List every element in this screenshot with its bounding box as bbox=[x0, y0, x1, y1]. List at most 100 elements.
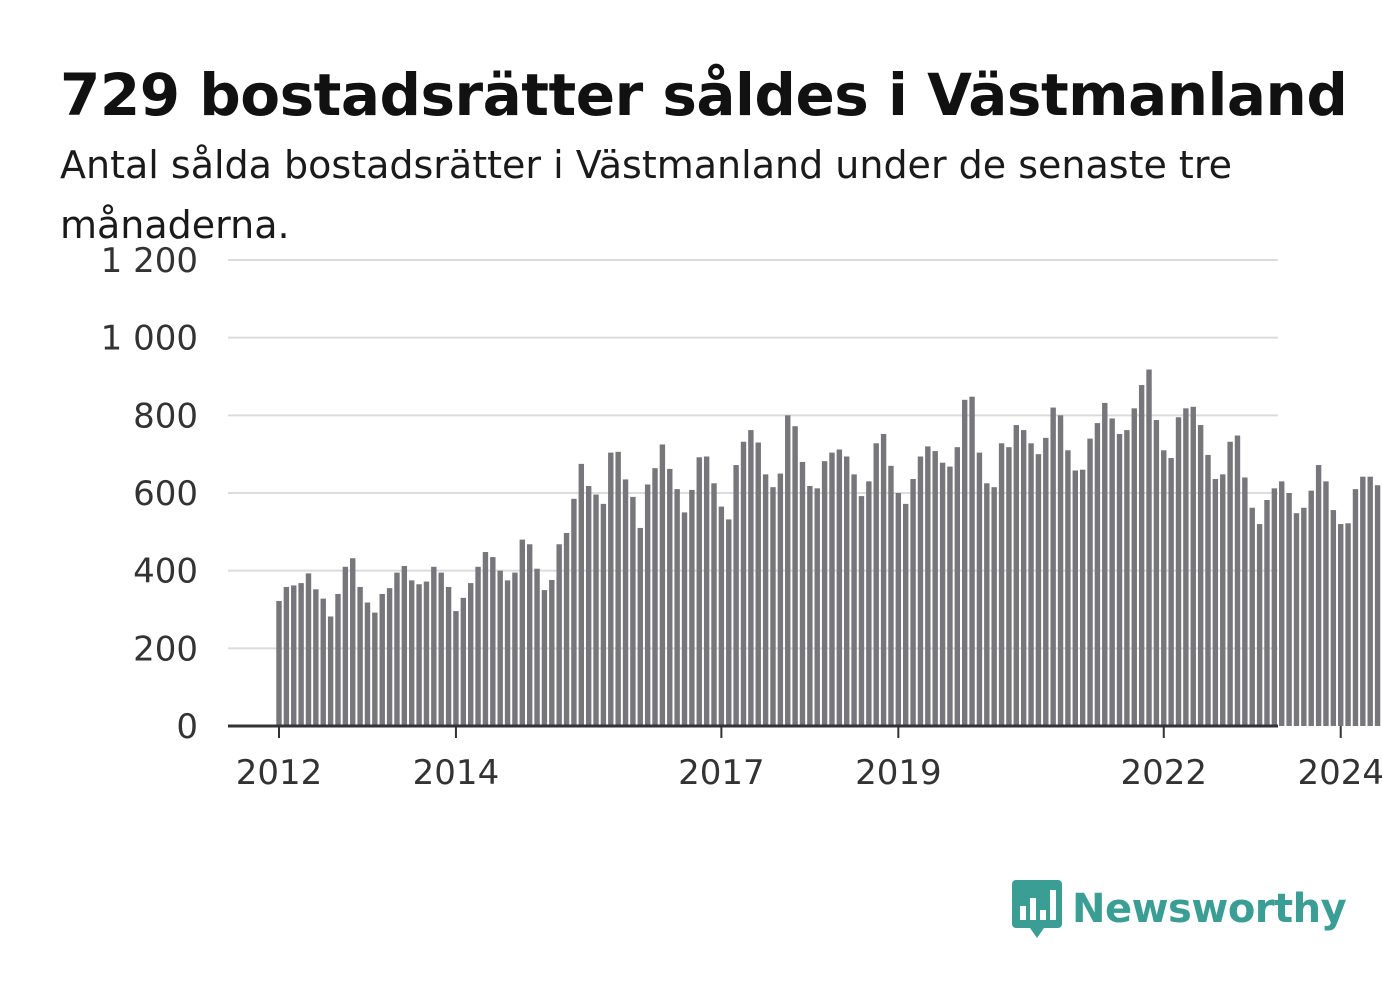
bar bbox=[1374, 485, 1381, 726]
bar bbox=[593, 494, 599, 726]
bar bbox=[335, 593, 341, 726]
bar bbox=[969, 396, 975, 726]
bar bbox=[467, 583, 474, 726]
y-tick-label: 800 bbox=[133, 396, 198, 436]
bar bbox=[453, 611, 459, 726]
bar bbox=[667, 468, 673, 726]
bar bbox=[1065, 450, 1071, 726]
bar bbox=[1315, 465, 1322, 726]
bar bbox=[1102, 402, 1108, 726]
tick-labels: 0 200 400 600 800 1 000 1 200 2012 2014 2017 2019 2… bbox=[101, 241, 1382, 793]
bar bbox=[1308, 490, 1314, 726]
bar bbox=[1330, 510, 1337, 726]
bar bbox=[1293, 513, 1300, 726]
bar bbox=[1256, 524, 1263, 726]
bar bbox=[1006, 447, 1012, 726]
x-tick-label: 2014 bbox=[413, 753, 500, 793]
bar bbox=[895, 493, 902, 726]
bar bbox=[733, 465, 739, 726]
newsworthy-logo: Newsworthy bbox=[1010, 878, 1347, 940]
bar bbox=[541, 590, 548, 726]
bar bbox=[1249, 507, 1255, 726]
bar bbox=[984, 483, 990, 726]
bar bbox=[401, 566, 408, 726]
bar bbox=[1360, 476, 1366, 726]
bar bbox=[342, 566, 349, 726]
bar bbox=[416, 584, 422, 726]
bar bbox=[1109, 418, 1115, 726]
bar bbox=[1079, 469, 1086, 726]
bars bbox=[276, 369, 1381, 726]
bar bbox=[1197, 425, 1204, 726]
y-tick-label: 600 bbox=[133, 474, 198, 514]
bar bbox=[1161, 450, 1167, 726]
bar bbox=[1168, 458, 1174, 726]
bar bbox=[799, 461, 806, 726]
bar bbox=[1286, 493, 1292, 726]
bar bbox=[497, 570, 503, 726]
bar bbox=[431, 566, 437, 726]
bar bbox=[703, 456, 710, 726]
bar bbox=[1035, 454, 1042, 726]
bar bbox=[925, 446, 931, 726]
bar bbox=[1124, 430, 1130, 726]
bar bbox=[858, 496, 865, 726]
bar bbox=[1146, 369, 1152, 726]
x-axis bbox=[228, 724, 1342, 738]
bar bbox=[490, 557, 496, 726]
bar bbox=[1057, 415, 1064, 726]
brand-name: Newsworthy bbox=[1072, 886, 1347, 932]
bar bbox=[1013, 425, 1019, 726]
bar bbox=[1153, 419, 1160, 726]
bar bbox=[991, 487, 997, 726]
chart-title: 729 bostadsrätter såldes i Västmanland bbox=[60, 61, 1348, 129]
bar bbox=[903, 503, 909, 726]
bar bbox=[534, 568, 540, 726]
bar bbox=[637, 527, 643, 726]
bar bbox=[556, 544, 562, 726]
bar bbox=[681, 512, 688, 726]
bar bbox=[851, 474, 857, 726]
bar bbox=[814, 488, 820, 726]
x-tick-label: 2012 bbox=[236, 753, 323, 793]
bar bbox=[1205, 454, 1211, 726]
bar bbox=[438, 572, 444, 726]
bar bbox=[1190, 406, 1196, 726]
bar bbox=[1028, 443, 1034, 726]
x-tick-label: 2022 bbox=[1120, 753, 1207, 793]
bar bbox=[276, 600, 282, 726]
bar bbox=[1345, 523, 1351, 726]
bar bbox=[482, 552, 489, 726]
bar bbox=[829, 452, 835, 726]
y-tick-label: 200 bbox=[133, 629, 198, 669]
bar bbox=[762, 474, 769, 726]
bar bbox=[961, 399, 968, 726]
bar bbox=[519, 539, 526, 726]
bar bbox=[1352, 489, 1359, 726]
bar bbox=[770, 487, 776, 726]
x-tick-label: 2017 bbox=[678, 753, 765, 793]
bar bbox=[1020, 430, 1027, 726]
bar bbox=[526, 544, 533, 726]
bar bbox=[976, 452, 983, 726]
bar bbox=[364, 602, 371, 726]
bar bbox=[954, 447, 961, 726]
bar bbox=[711, 483, 717, 726]
bar bbox=[1234, 435, 1241, 726]
bar bbox=[1212, 479, 1219, 726]
bar bbox=[394, 572, 400, 726]
x-tick-label: 2024 bbox=[1297, 753, 1382, 793]
bar bbox=[740, 441, 747, 726]
x-tick-label: 2019 bbox=[855, 753, 942, 793]
bar bbox=[1175, 417, 1182, 726]
bar bbox=[718, 506, 725, 726]
bar bbox=[504, 580, 511, 726]
bar bbox=[379, 593, 385, 726]
bar bbox=[755, 442, 761, 726]
bar bbox=[386, 588, 393, 726]
bar bbox=[689, 489, 695, 726]
bar bbox=[674, 489, 680, 726]
bar bbox=[917, 456, 924, 726]
y-tick-label: 0 bbox=[176, 707, 198, 747]
chart-subtitle: Antal sålda bostadsrätter i Västmanland … bbox=[60, 143, 1232, 247]
